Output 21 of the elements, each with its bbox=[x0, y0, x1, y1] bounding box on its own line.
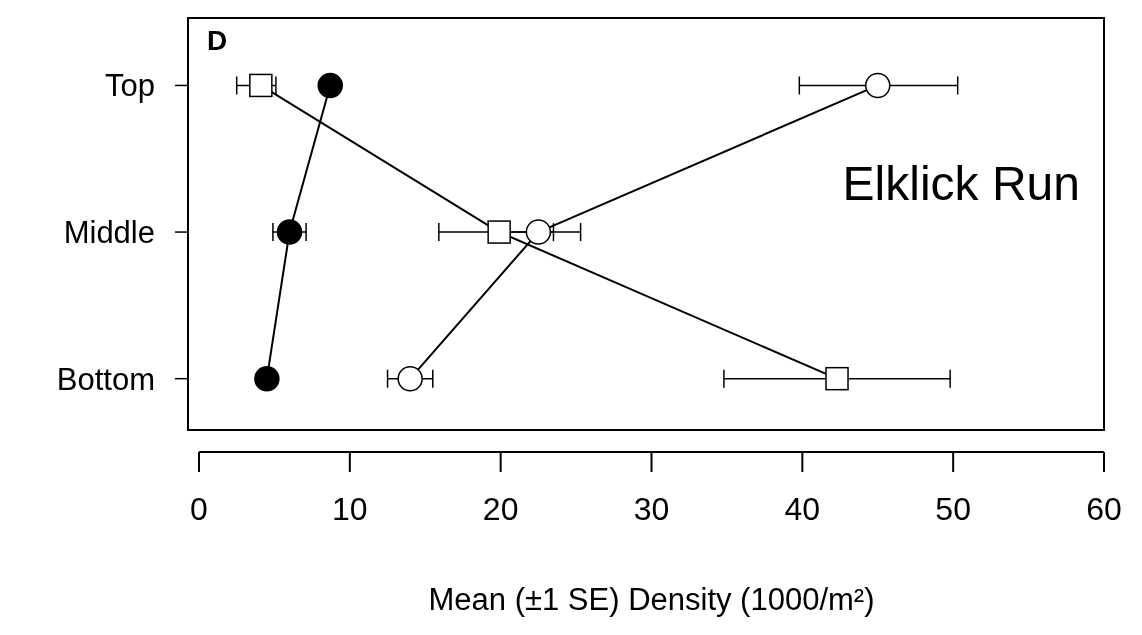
annotation: D bbox=[207, 25, 228, 56]
x-tick-label: 50 bbox=[935, 491, 971, 527]
x-tick-label: 30 bbox=[633, 491, 670, 527]
x-tick-label: 20 bbox=[482, 491, 519, 527]
y-tick-label: Middle bbox=[63, 214, 155, 250]
point bbox=[317, 72, 343, 99]
point bbox=[254, 365, 280, 392]
point bbox=[865, 72, 891, 99]
annotation: Elklick Run bbox=[842, 157, 1080, 210]
x-tick-label: 40 bbox=[784, 491, 821, 527]
point bbox=[487, 220, 511, 244]
y-tick-label: Top bbox=[105, 68, 155, 104]
y-tick-label: Bottom bbox=[56, 361, 155, 397]
point bbox=[525, 219, 552, 245]
x-axis-title: Mean (±1 SE) Density (1000/m²) bbox=[428, 582, 875, 617]
point bbox=[825, 366, 849, 391]
point bbox=[397, 365, 423, 392]
x-tick-label: 10 bbox=[332, 491, 368, 527]
x-tick-label: 60 bbox=[1086, 491, 1122, 527]
point bbox=[249, 73, 273, 98]
x-tick-label: 0 bbox=[190, 491, 208, 527]
